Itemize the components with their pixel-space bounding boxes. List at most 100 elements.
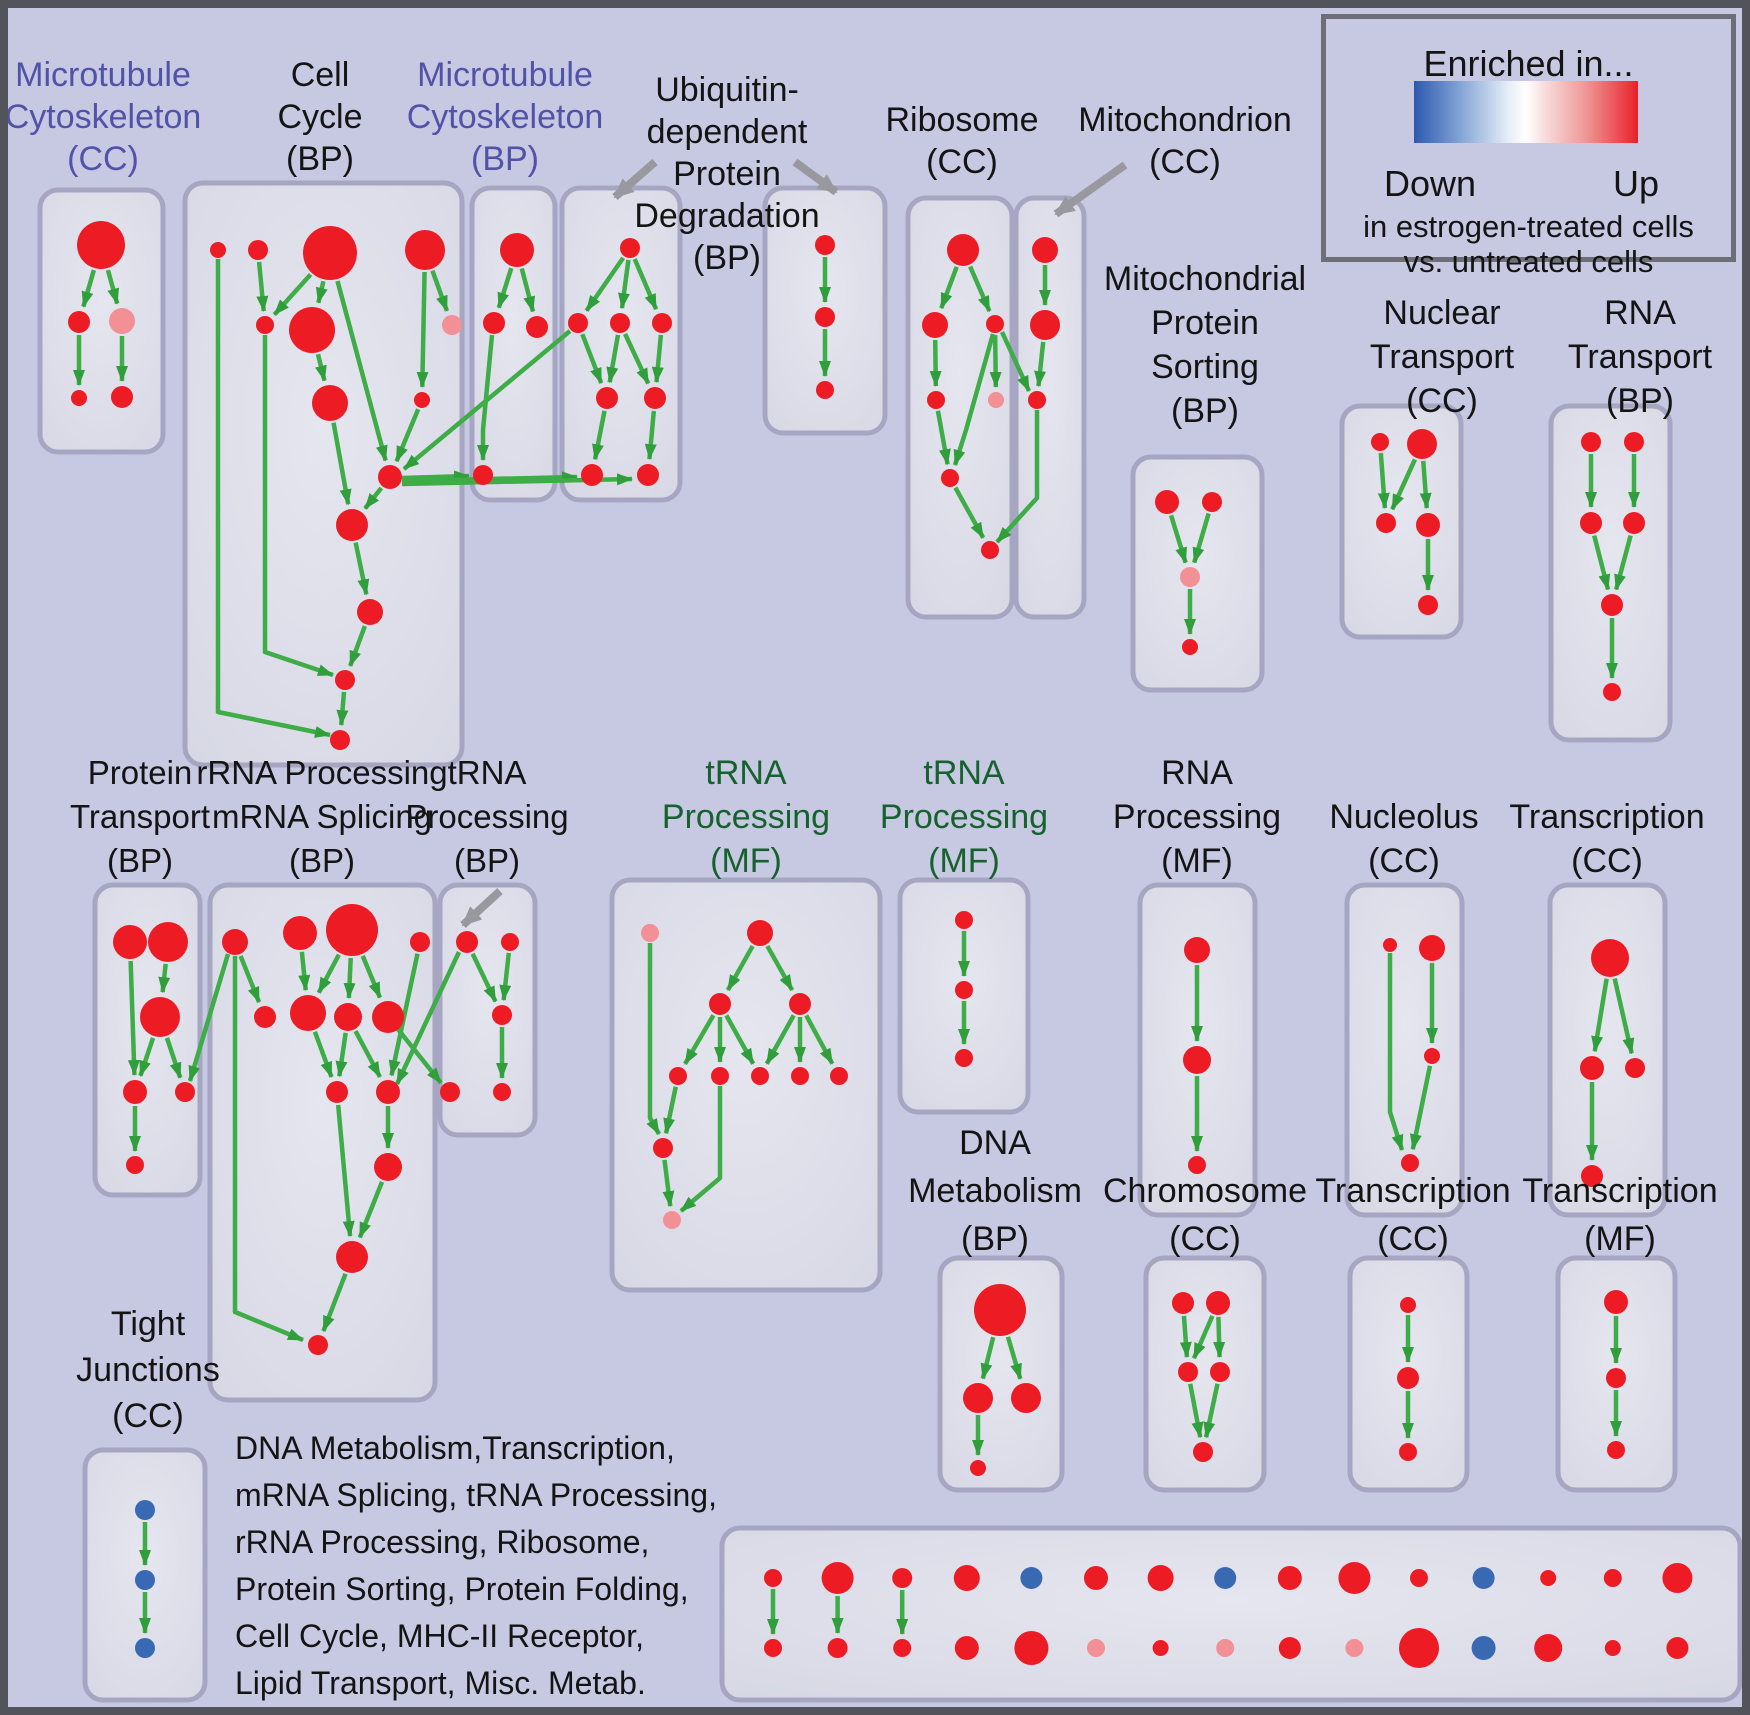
go-term-node bbox=[1581, 432, 1601, 452]
label-dna-metabolism-bp: DNA Metabolism (BP) bbox=[908, 1124, 1082, 1258]
edge-arrow-transcription-cc-mid bbox=[1612, 977, 1635, 1055]
go-term-node bbox=[126, 1156, 144, 1174]
label-transcription-cc-bot: Transcription (CC) bbox=[1315, 1172, 1511, 1258]
go-term-node bbox=[652, 313, 672, 333]
edge-arrow-rrna-processing-mrna-splicing-bp bbox=[316, 953, 341, 994]
edge-arrow-cross bbox=[402, 329, 572, 471]
go-term-node bbox=[1180, 567, 1200, 587]
go-term-node bbox=[473, 465, 493, 485]
go-term-node bbox=[303, 226, 357, 280]
strip-node-bottom bbox=[1666, 1637, 1689, 1659]
go-term-node bbox=[308, 1335, 328, 1355]
go-term-node bbox=[378, 465, 402, 489]
label-nucleolus-cc: Nucleolus (CC) bbox=[1329, 798, 1479, 880]
strip-node-top bbox=[1603, 1569, 1622, 1587]
edge-arrow-rrna-processing-mrna-splicing-bp bbox=[360, 955, 383, 999]
edge-arrow-ubiquitin-degradation-left bbox=[618, 259, 631, 310]
label-trna-processing-mf-2: tRNA Processing (MF) bbox=[879, 754, 1049, 880]
strip-node-bottom bbox=[1216, 1639, 1235, 1657]
legend-up-label: Up bbox=[1612, 163, 1659, 204]
go-term-node bbox=[815, 235, 835, 255]
go-term-node bbox=[955, 1049, 973, 1067]
edge-arrow-chromosome-cc bbox=[1191, 1314, 1215, 1360]
go-term-node bbox=[109, 308, 135, 334]
go-term-node bbox=[1581, 1165, 1603, 1187]
go-term-node bbox=[326, 904, 378, 956]
edge-arrow-rrna-processing-mrna-splicing-bp bbox=[388, 953, 420, 1077]
edge-arrow-trna-processing-mf-large bbox=[765, 944, 795, 992]
go-term-node bbox=[947, 234, 979, 266]
go-term-node bbox=[747, 920, 773, 946]
go-term-node bbox=[71, 390, 87, 406]
go-term-node bbox=[711, 1067, 729, 1085]
cluster-box-trna-processing-mf-large bbox=[609, 877, 883, 1293]
legend-down-label: Down bbox=[1384, 163, 1477, 204]
edge-arrow-ribosome-cc bbox=[929, 339, 942, 388]
strip-node-top bbox=[764, 1569, 782, 1587]
label-transcription-cc-mid: Transcription (CC) bbox=[1509, 798, 1705, 880]
go-term-node bbox=[113, 925, 147, 959]
go-term-node bbox=[941, 469, 959, 487]
go-term-node bbox=[644, 387, 666, 409]
go-term-node bbox=[68, 311, 90, 333]
edge-arrow-rrna-processing-mrna-splicing-bp bbox=[357, 1181, 385, 1239]
edge-arrow-cell-cycle-bp bbox=[256, 261, 269, 313]
edge-arrow-ubiquitin-degradation-left bbox=[584, 256, 626, 312]
label-pointer-arrow bbox=[1053, 161, 1128, 218]
edge-arrow-ubiquitin-degradation-left bbox=[632, 258, 659, 311]
go-term-node bbox=[148, 922, 188, 962]
label-rna-processing-mf: RNA Processing (MF) bbox=[1112, 754, 1282, 880]
label-rrna-processing-mrna-splicing-bp: rRNA Processing mRNA Splicing (BP) bbox=[196, 754, 448, 879]
go-term-node bbox=[596, 387, 618, 409]
go-term-node bbox=[816, 381, 834, 399]
edge-arrow-trna-processing-mf-large bbox=[725, 944, 755, 992]
edge-arrow-nucleolus-cc bbox=[1409, 1065, 1433, 1151]
strip-node-bottom bbox=[1278, 1637, 1301, 1659]
label-trna-processing-bp: tRNA Processing (BP) bbox=[405, 754, 569, 879]
go-term-node bbox=[988, 392, 1004, 408]
edge-arrow-rna-transport-bp bbox=[1613, 534, 1633, 591]
go-term-node bbox=[283, 916, 317, 950]
label-rna-transport-bp: RNA Transport (BP) bbox=[1567, 294, 1713, 420]
go-term-node bbox=[669, 1067, 687, 1085]
go-term-node bbox=[663, 1211, 681, 1229]
cluster-box-microtubule-cytoskeleton-cc bbox=[37, 187, 166, 455]
edge-arrow-cell-cycle-bp bbox=[315, 280, 328, 304]
edge-arrow-cell-cycle-bp bbox=[353, 542, 370, 596]
go-term-node bbox=[210, 242, 226, 258]
go-term-node bbox=[1601, 594, 1623, 616]
go-term-node bbox=[1182, 639, 1198, 655]
edge-arrow-cell-cycle-bp bbox=[430, 269, 450, 312]
strip-node-bottom bbox=[1087, 1639, 1105, 1657]
edge-arrow-cross bbox=[679, 1086, 723, 1213]
legend-gradient-bar bbox=[1414, 81, 1638, 143]
go-term-node bbox=[1606, 1368, 1626, 1388]
go-term-node bbox=[637, 464, 659, 486]
go-term-node bbox=[1604, 1290, 1628, 1314]
edge-arrow-trna-processing-mf-large bbox=[663, 1086, 678, 1135]
strip-node-top bbox=[1662, 1563, 1693, 1593]
strip-node-top bbox=[1540, 1570, 1557, 1586]
edge-arrow-cross bbox=[1387, 953, 1405, 1151]
strip-node-bottom bbox=[764, 1639, 782, 1657]
edge-arrow-cell-cycle-bp bbox=[331, 422, 352, 506]
go-term-node bbox=[334, 1003, 362, 1031]
go-term-node bbox=[111, 386, 133, 408]
go-term-node bbox=[336, 1241, 368, 1273]
edge-arrow-cell-cycle-bp bbox=[394, 408, 421, 463]
cluster-box-nuclear-transport-cc bbox=[1339, 403, 1464, 640]
go-term-node bbox=[526, 316, 548, 338]
go-term-node bbox=[1193, 1442, 1213, 1462]
go-term-node bbox=[568, 313, 588, 333]
strip-node-top bbox=[1214, 1567, 1237, 1589]
strip-node-bottom bbox=[1604, 1640, 1621, 1656]
go-term-node bbox=[135, 1638, 155, 1658]
go-term-node bbox=[620, 238, 640, 258]
edge-arrow-cell-cycle-bp bbox=[336, 691, 349, 727]
go-term-node bbox=[312, 385, 348, 421]
edge-arrow-cell-cycle-bp bbox=[315, 353, 327, 382]
go-term-node bbox=[254, 1006, 276, 1028]
go-term-node bbox=[1397, 1367, 1419, 1389]
strip-node-bottom bbox=[893, 1639, 912, 1657]
go-term-node bbox=[1383, 938, 1397, 952]
